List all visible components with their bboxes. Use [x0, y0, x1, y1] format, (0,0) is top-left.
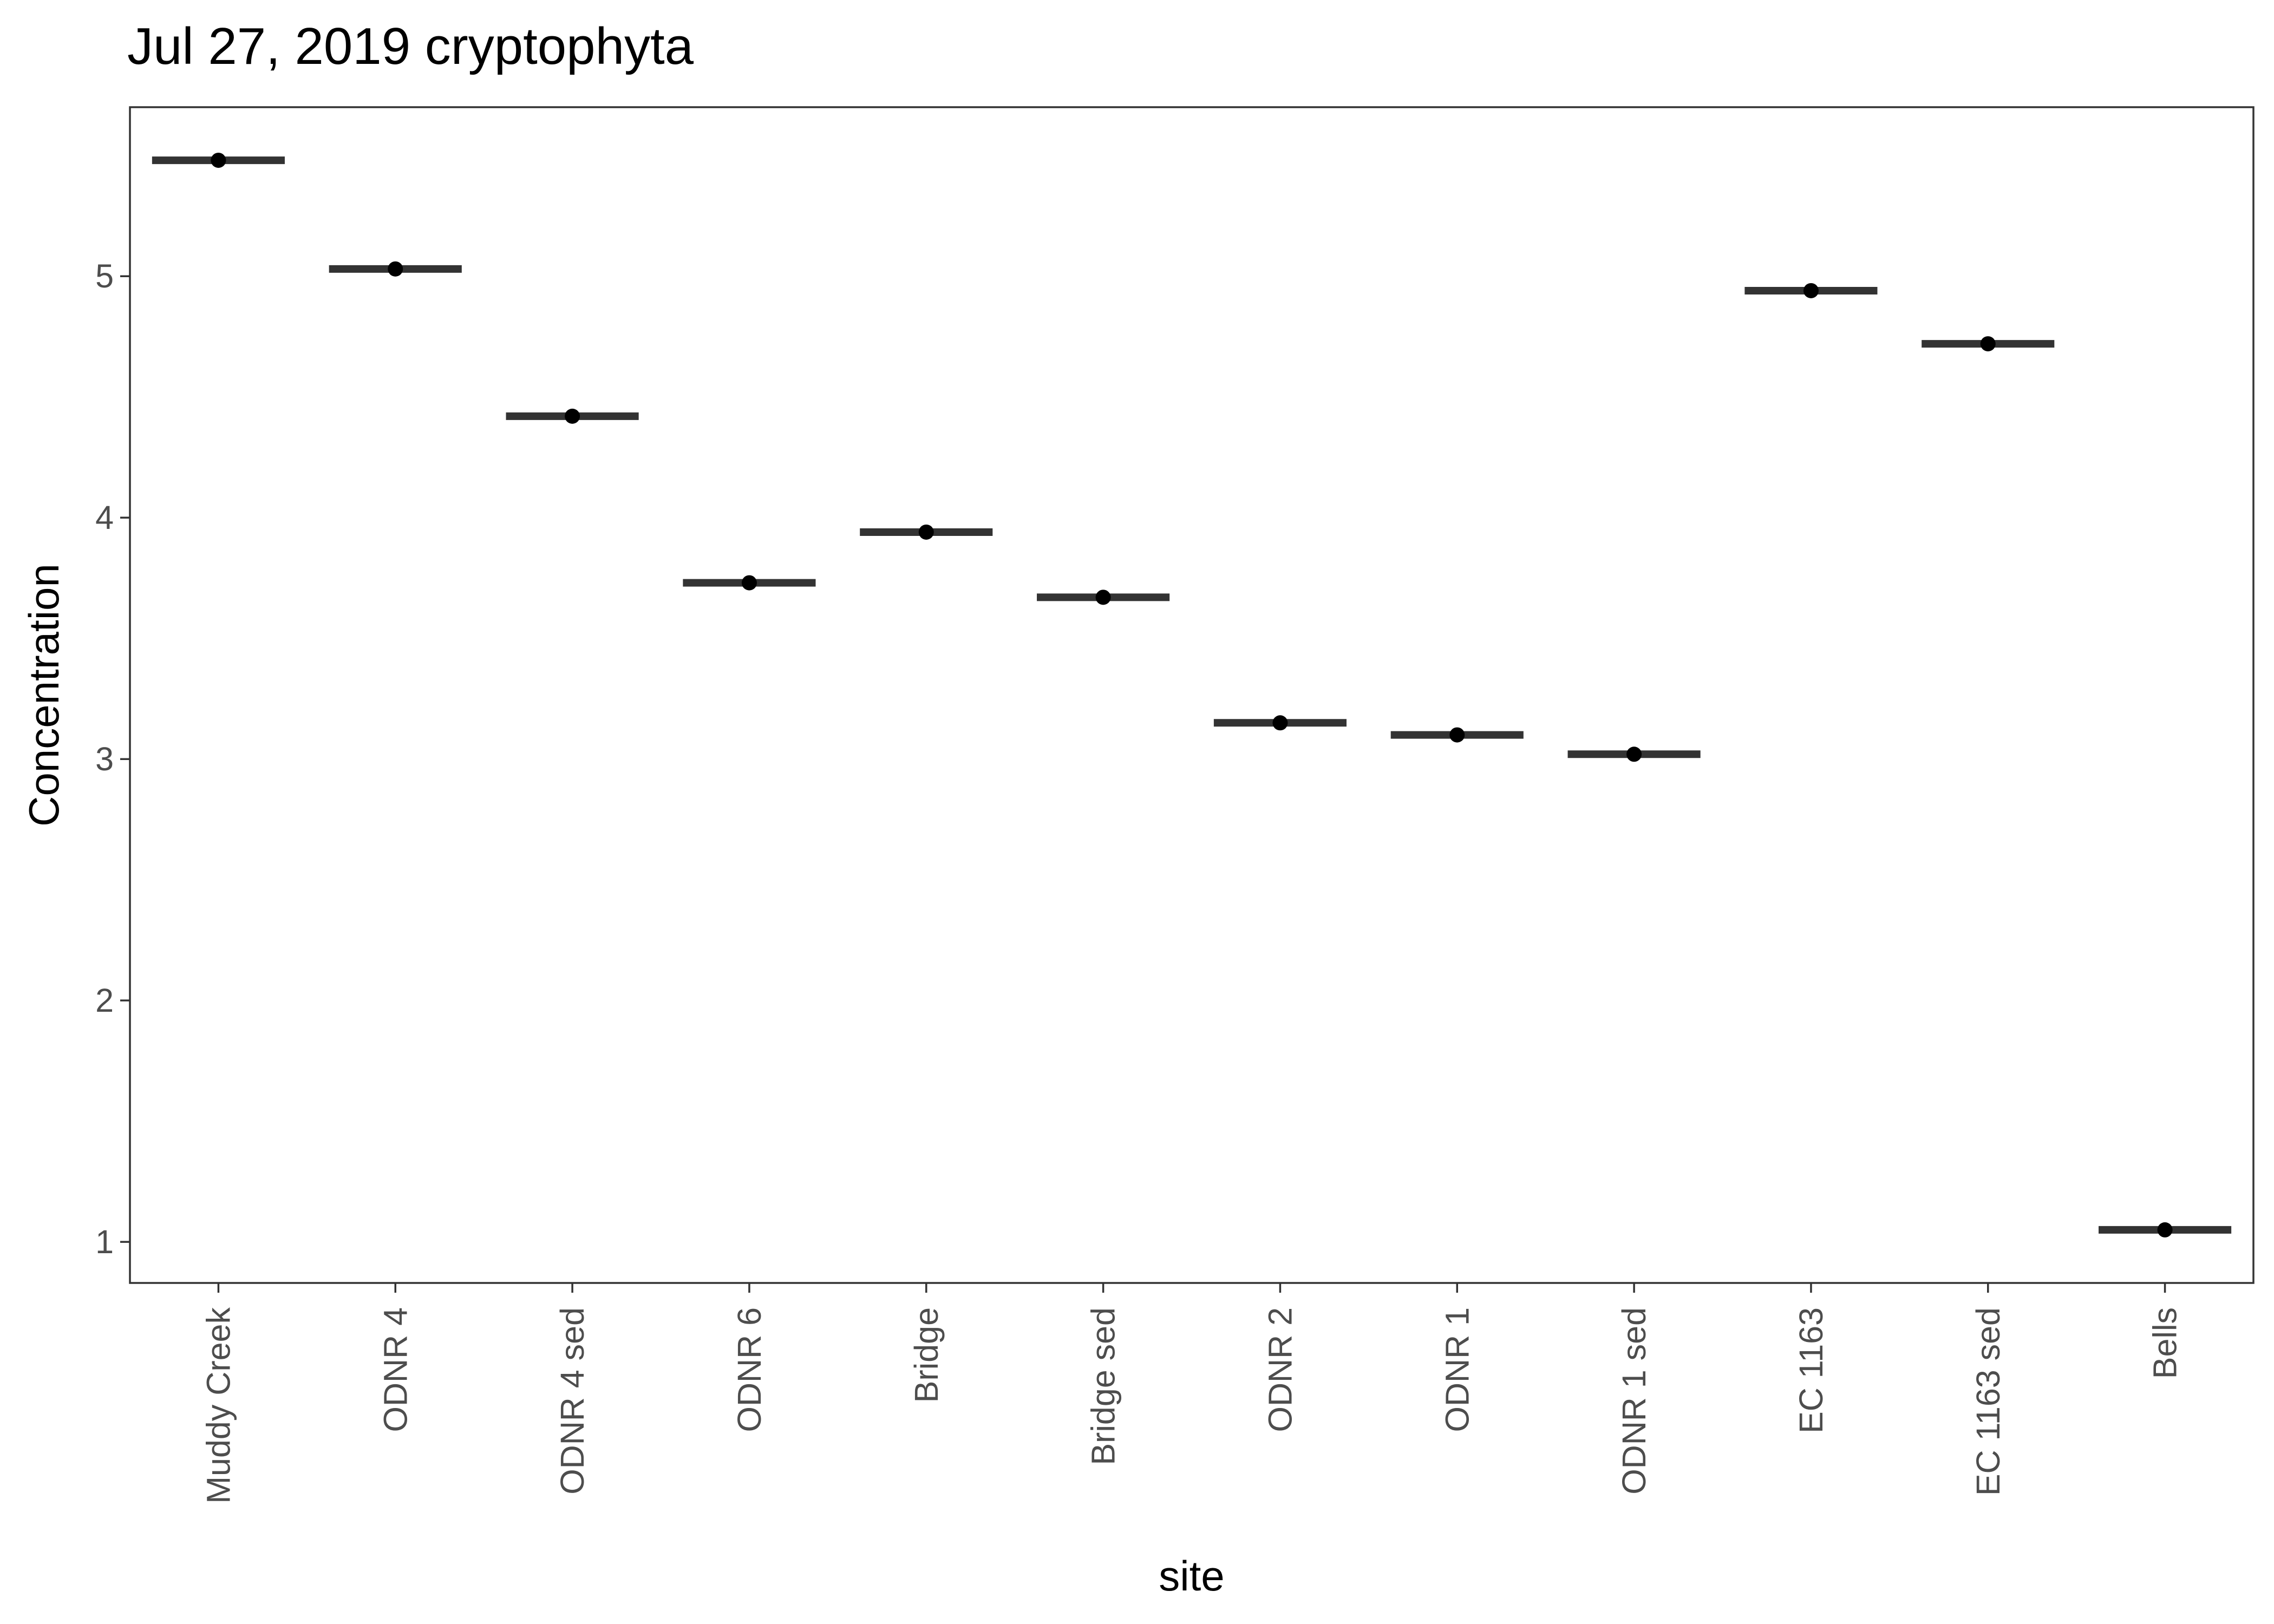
x-tick-label: EC 1163: [1793, 1307, 1829, 1433]
x-tick-label: ODNR 6: [731, 1307, 768, 1432]
chart-title: Jul 27, 2019 cryptophyta: [127, 17, 694, 75]
plot-panel: [129, 106, 2255, 1284]
data-point: [1095, 590, 1111, 605]
data-point: [1449, 727, 1465, 743]
y-axis-title: Concentration: [20, 564, 68, 827]
y-axis: 1 2 3 4 5: [95, 258, 130, 1260]
data-point: [1626, 746, 1642, 762]
y-tick-label: 1: [95, 1223, 114, 1260]
x-axis-title: site: [1159, 1552, 1224, 1600]
y-tick-label: 5: [95, 258, 114, 294]
data-point: [2157, 1222, 2173, 1237]
x-tick-label: Bridge sed: [1085, 1307, 1122, 1465]
x-axis: Muddy Creek ODNR 4 ODNR 4 sed ODNR 6 Bridge B…: [200, 1283, 2184, 1504]
x-tick-label: EC 1163 sed: [1970, 1307, 2007, 1496]
x-tick-label: ODNR 2: [1262, 1307, 1298, 1432]
x-tick-label: Bridge: [908, 1307, 945, 1403]
y-tick-label: 4: [95, 499, 114, 536]
data-point: [388, 261, 403, 277]
data-point: [1803, 283, 1819, 298]
data-point: [1980, 336, 1996, 352]
y-tick-label: 3: [95, 741, 114, 777]
x-tick-label: ODNR 4 sed: [554, 1307, 591, 1495]
y-tick-label: 2: [95, 982, 114, 1019]
x-tick-label: ODNR 1: [1439, 1307, 1475, 1432]
data-point: [918, 524, 934, 540]
data-point: [211, 153, 226, 168]
x-tick-label: ODNR 4: [377, 1307, 414, 1432]
data-point: [565, 408, 580, 424]
data-point: [741, 575, 757, 591]
data-marks: [152, 153, 2232, 1237]
x-tick-label: ODNR 1 sed: [1616, 1307, 1652, 1495]
data-point: [1272, 715, 1288, 731]
x-tick-label: Bells: [2147, 1307, 2184, 1379]
x-tick-label: Muddy Creek: [200, 1307, 237, 1504]
